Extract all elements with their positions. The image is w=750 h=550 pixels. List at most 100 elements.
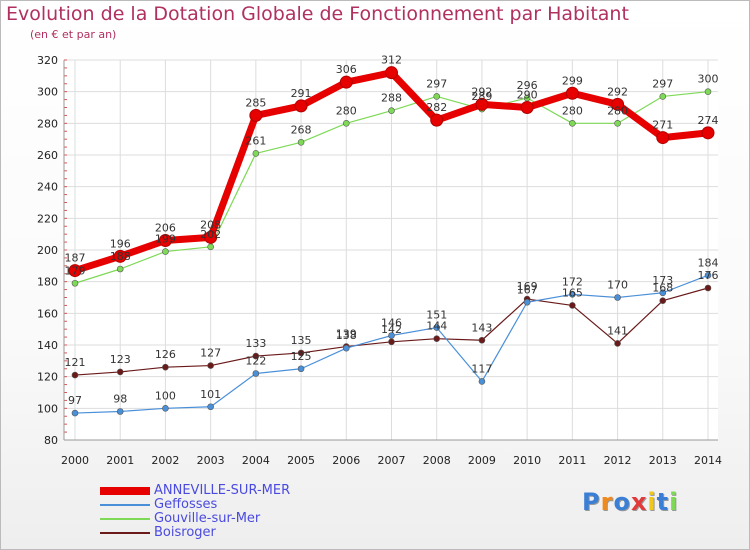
data-label: 125 <box>291 350 312 363</box>
chart-title: Evolution de la Dotation Globale de Fonc… <box>6 3 629 25</box>
brand-logo: Proxiti <box>582 488 678 516</box>
data-point <box>659 289 667 297</box>
y-tick-label: 280 <box>37 117 58 130</box>
data-point <box>71 371 79 379</box>
data-point <box>433 335 441 342</box>
data-point <box>339 75 353 89</box>
y-tick-label: 100 <box>37 402 58 415</box>
data-point <box>71 279 79 287</box>
data-label: 127 <box>200 347 221 360</box>
data-point <box>342 120 350 127</box>
brand-letter: t <box>656 488 670 516</box>
data-point <box>614 120 621 127</box>
x-tick-label: 2002 <box>151 454 179 467</box>
data-point <box>433 93 441 100</box>
y-tick-label: 140 <box>37 339 58 352</box>
data-labels: 121 123 126 127 133 135 139 142 144 143 169 165 141 1… <box>65 54 719 407</box>
legend-item-geffosses: Geffosses <box>100 498 500 512</box>
data-point <box>252 150 260 157</box>
data-label: 188 <box>110 250 131 263</box>
data-label: 312 <box>381 54 402 67</box>
data-point <box>478 336 486 344</box>
y-tick-label: 80 <box>44 434 58 447</box>
data-label: 151 <box>426 309 447 322</box>
data-point <box>704 284 712 292</box>
x-tick-label: 2013 <box>649 454 677 467</box>
data-point <box>433 324 441 331</box>
x-tick-label: 2000 <box>61 454 89 467</box>
data-point <box>297 139 305 146</box>
brand-letter: r <box>600 488 614 516</box>
legend-item-boisroger: Boisroger <box>100 526 500 540</box>
data-point <box>565 86 579 100</box>
legend: ANNEVILLE-SUR-MER Geffosses Gouville-sur… <box>100 484 500 540</box>
data-label: 202 <box>200 228 221 241</box>
legend-label-geffosses: Geffosses <box>154 497 218 512</box>
data-point <box>659 93 667 100</box>
data-label: 184 <box>698 256 719 269</box>
data-label: 297 <box>652 77 673 90</box>
legend-label-gouville: Gouville-sur-Mer <box>154 511 261 526</box>
brand-letter: o <box>613 488 631 516</box>
data-label: 288 <box>381 92 402 105</box>
x-tick-label: 2012 <box>604 454 632 467</box>
data-point <box>297 349 305 357</box>
data-label: 144 <box>426 320 447 333</box>
x-tick-label: 2007 <box>378 454 406 467</box>
data-point <box>252 352 260 360</box>
x-tick-label: 2005 <box>287 454 315 467</box>
y-tick-label: 220 <box>37 212 58 225</box>
data-label: 292 <box>471 85 492 98</box>
x-tick-label: 2001 <box>106 454 134 467</box>
data-label: 165 <box>562 286 583 299</box>
data-label: 280 <box>336 104 357 117</box>
data-label: 142 <box>381 323 402 336</box>
data-point <box>388 332 395 339</box>
data-point <box>162 405 169 412</box>
data-point <box>430 113 444 127</box>
data-label: 290 <box>517 89 538 102</box>
x-tick-label: 2011 <box>558 454 586 467</box>
data-label: 176 <box>698 269 719 282</box>
axes: 80 100 120 140 160 180 200 220 240 260 280 300 320 20… <box>37 54 722 467</box>
data-label: 199 <box>155 233 176 246</box>
data-point <box>611 97 625 111</box>
data-point <box>385 66 398 80</box>
legend-label-boisroger: Boisroger <box>154 525 216 540</box>
x-tick-label: 2008 <box>423 454 451 467</box>
data-label: 97 <box>68 394 82 407</box>
data-label: 139 <box>336 328 357 341</box>
data-label: 285 <box>245 96 266 109</box>
y-tick-label: 160 <box>37 307 58 320</box>
data-label: 306 <box>336 63 357 76</box>
data-point <box>342 344 350 352</box>
brand-letter: P <box>582 488 601 516</box>
data-label: 135 <box>291 334 312 347</box>
data-point <box>252 370 260 377</box>
data-label: 117 <box>471 362 492 375</box>
data-label: 126 <box>155 348 176 361</box>
data-point <box>162 363 169 371</box>
legend-item-anneville: ANNEVILLE-SUR-MER <box>100 484 500 498</box>
data-label: 297 <box>426 77 447 90</box>
legend-label-anneville: ANNEVILLE-SUR-MER <box>154 483 291 498</box>
data-point <box>569 120 576 127</box>
data-label: 196 <box>110 237 131 250</box>
data-label: 206 <box>155 222 176 235</box>
data-point <box>704 272 712 279</box>
data-point <box>659 297 667 304</box>
legend-swatch-anneville <box>100 487 150 495</box>
data-label: 168 <box>652 282 673 295</box>
legend-swatch-boisroger <box>100 532 150 534</box>
y-tick-label: 240 <box>37 181 58 194</box>
data-label: 261 <box>245 134 266 147</box>
data-label: 271 <box>652 119 673 132</box>
data-label: 122 <box>245 355 266 368</box>
brand-letter: i <box>669 488 679 516</box>
data-label: 289 <box>471 90 492 103</box>
data-point <box>207 403 214 411</box>
data-point <box>294 99 308 113</box>
data-label: 133 <box>245 337 266 350</box>
data-label: 268 <box>291 123 312 136</box>
